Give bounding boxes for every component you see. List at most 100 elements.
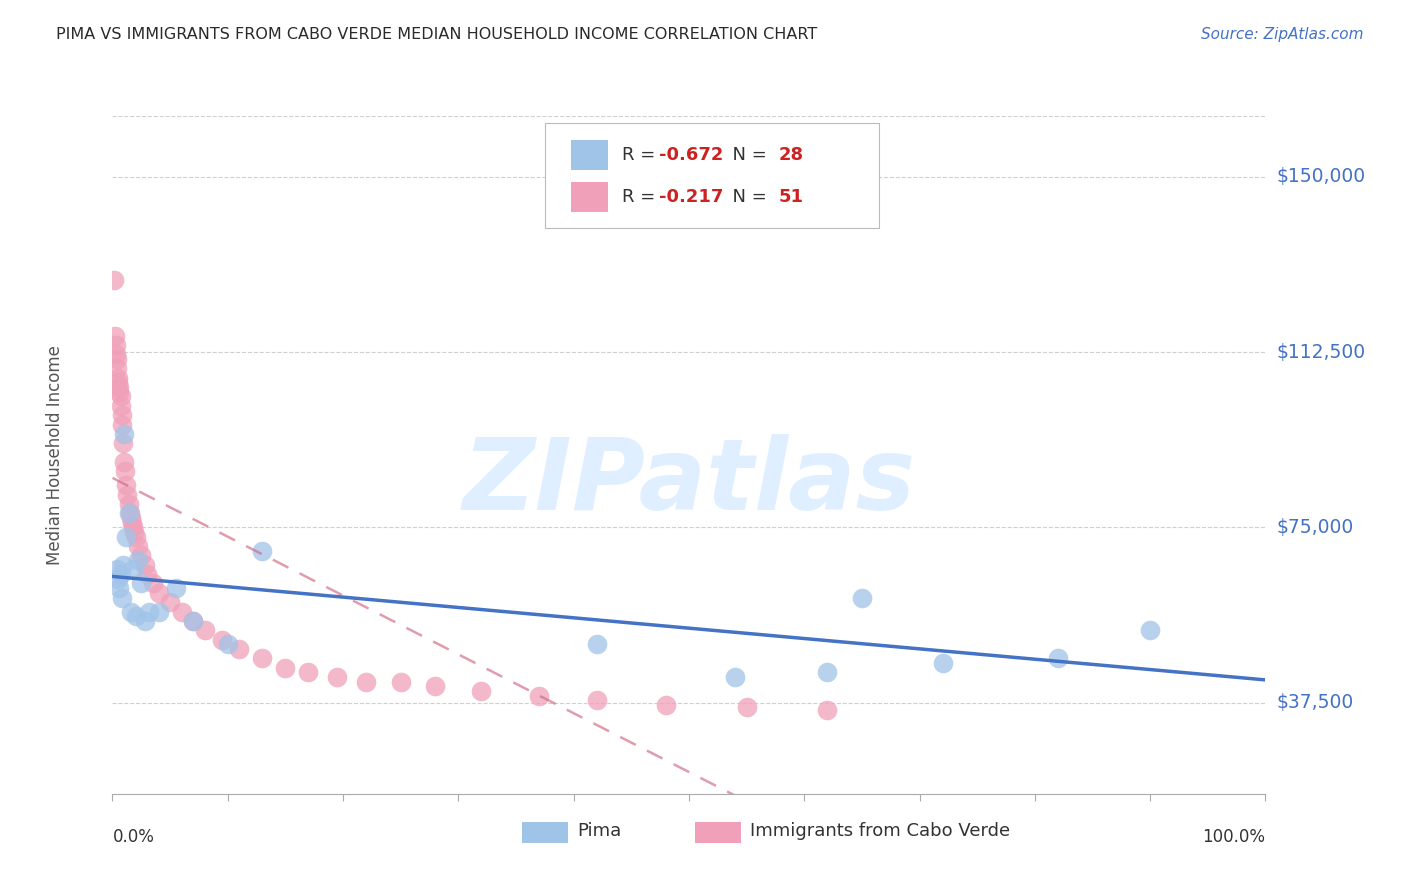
Point [107, 371, 129, 385]
Point [181, 614, 204, 628]
Text: ZIPatlas: ZIPatlas [463, 434, 915, 531]
Point [1139, 624, 1161, 638]
Point [470, 684, 492, 698]
Point [122, 562, 145, 576]
Bar [571, 182, 609, 212]
Point [165, 581, 187, 595]
Point [815, 665, 838, 680]
FancyBboxPatch shape [544, 123, 879, 227]
Point [181, 614, 204, 628]
Point [148, 586, 170, 600]
Point [389, 674, 412, 689]
Point [527, 689, 550, 703]
Text: $112,500: $112,500 [1277, 343, 1365, 361]
Point [115, 530, 138, 544]
Text: Immigrants from Cabo Verde: Immigrants from Cabo Verde [749, 822, 1010, 840]
Point [127, 539, 149, 553]
Text: N =: N = [721, 145, 773, 163]
Point [122, 520, 145, 534]
Point [105, 562, 128, 576]
Point [120, 605, 142, 619]
Text: -0.217: -0.217 [659, 188, 723, 206]
Point [118, 507, 141, 521]
Text: R =: R = [621, 188, 661, 206]
Point [326, 670, 349, 684]
Point [159, 595, 181, 609]
Point [124, 530, 146, 544]
Point [108, 380, 131, 394]
Point [655, 698, 678, 712]
Point [107, 376, 129, 390]
Point [114, 464, 136, 478]
Point [134, 558, 156, 572]
Text: $150,000: $150,000 [1277, 167, 1365, 186]
Bar [571, 140, 609, 169]
Point [1046, 651, 1069, 665]
Text: Source: ZipAtlas.com: Source: ZipAtlas.com [1201, 27, 1364, 42]
Point [134, 614, 156, 628]
Point [103, 272, 125, 286]
Point [585, 693, 607, 707]
Text: 0.0%: 0.0% [112, 828, 155, 846]
Point [274, 660, 297, 674]
Point [120, 511, 142, 525]
Text: 100.0%: 100.0% [1202, 828, 1265, 846]
Point [170, 605, 193, 619]
Text: R =: R = [621, 145, 661, 163]
Point [129, 576, 153, 591]
Text: $37,500: $37,500 [1277, 693, 1354, 712]
Text: PIMA VS IMMIGRANTS FROM CABO VERDE MEDIAN HOUSEHOLD INCOME CORRELATION CHART: PIMA VS IMMIGRANTS FROM CABO VERDE MEDIA… [56, 27, 817, 42]
Point [111, 408, 134, 422]
Text: Median Household Income: Median Household Income [46, 345, 63, 565]
Point [142, 576, 165, 591]
Point [194, 624, 217, 638]
Point [104, 338, 127, 352]
Point [425, 679, 447, 693]
Point [111, 436, 134, 450]
Point [354, 674, 377, 689]
Point [104, 328, 127, 343]
Point [110, 567, 132, 582]
Point [112, 455, 135, 469]
Point [127, 553, 149, 567]
Bar [695, 822, 741, 843]
Text: 28: 28 [779, 145, 804, 163]
Point [104, 347, 127, 361]
Text: -0.672: -0.672 [659, 145, 723, 163]
Point [117, 497, 139, 511]
Point [111, 558, 134, 572]
Point [931, 656, 953, 670]
Point [252, 651, 274, 665]
Point [735, 700, 758, 714]
Point [108, 581, 131, 595]
Point [117, 507, 139, 521]
Point [138, 605, 160, 619]
Point [111, 591, 134, 605]
Point [815, 703, 838, 717]
Point [297, 665, 319, 680]
Point [129, 549, 153, 563]
Point [110, 389, 132, 403]
Point [107, 572, 129, 586]
Point [228, 642, 250, 657]
Point [148, 605, 170, 619]
Bar [522, 822, 568, 843]
Point [110, 399, 132, 413]
Text: Pima: Pima [576, 822, 621, 840]
Point [112, 426, 135, 441]
Point [108, 384, 131, 399]
Point [111, 417, 134, 432]
Point [211, 632, 233, 647]
Point [105, 361, 128, 376]
Text: $75,000: $75,000 [1277, 518, 1354, 537]
Point [724, 670, 747, 684]
Text: 51: 51 [779, 188, 804, 206]
Point [585, 637, 607, 651]
Point [121, 516, 143, 530]
Text: N =: N = [721, 188, 773, 206]
Point [136, 567, 159, 582]
Point [117, 488, 139, 502]
Point [115, 478, 138, 492]
Point [124, 609, 146, 624]
Point [252, 543, 274, 558]
